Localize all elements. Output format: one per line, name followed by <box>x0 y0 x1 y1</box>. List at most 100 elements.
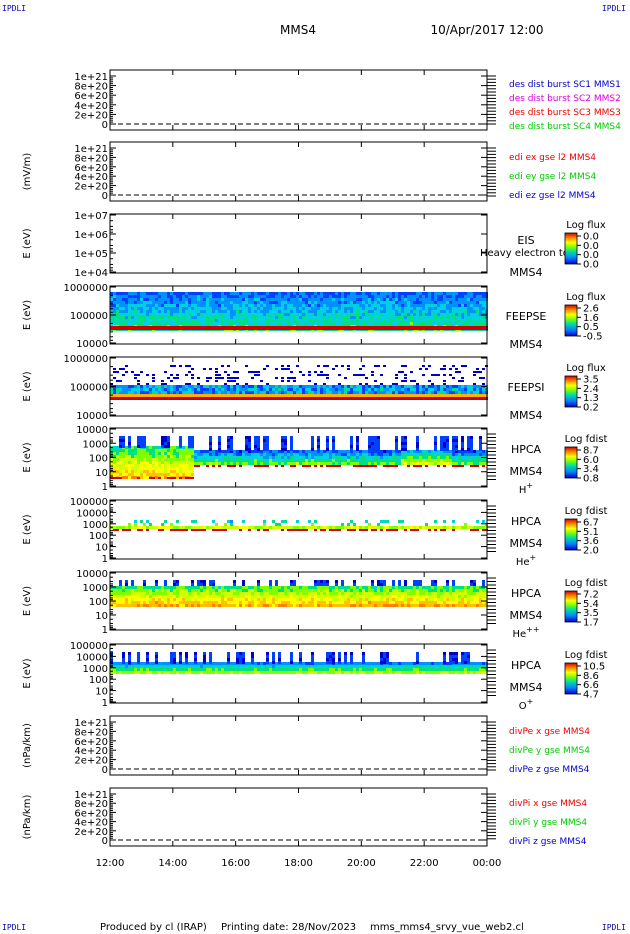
heatmap-cell <box>239 385 242 388</box>
heatmap-cell <box>164 371 167 373</box>
heatmap-cell <box>209 295 212 298</box>
heatmap-cell <box>272 307 275 310</box>
heatmap-cell <box>266 462 269 465</box>
colorbar-value: 2.0 <box>583 546 599 557</box>
heatmap-cell <box>134 391 137 394</box>
heatmap-cell <box>389 326 392 330</box>
heatmap-cell <box>377 310 380 313</box>
heatmap-cell <box>275 319 278 322</box>
heatmap-cell <box>386 526 389 529</box>
heatmap-cell <box>350 304 353 307</box>
heatmap-cell <box>233 604 236 607</box>
heatmap-cell <box>182 461 185 464</box>
heatmap-cell <box>200 604 203 607</box>
heatmap-cell <box>356 397 359 400</box>
heatmap-cell <box>134 604 137 607</box>
heatmap-cell <box>353 526 356 529</box>
heatmap-cell <box>140 601 143 604</box>
heatmap-cell <box>140 298 143 301</box>
heatmap-cell <box>278 310 281 313</box>
header-datetime: 10/Apr/2017 12:00 <box>430 23 543 37</box>
heatmap-cell <box>218 589 221 592</box>
heatmap-cell <box>173 583 176 586</box>
heatmap-cell <box>314 462 317 465</box>
heatmap-cell <box>248 592 251 595</box>
heatmap-cell <box>338 388 341 391</box>
heatmap-cell <box>404 391 407 394</box>
heatmap-cell <box>170 604 173 607</box>
heatmap-cell <box>440 388 443 391</box>
heatmap-cell <box>185 292 188 295</box>
heatmap-cell <box>128 322 131 325</box>
heatmap-cell <box>407 394 410 397</box>
heatmap-cell <box>227 465 230 467</box>
heatmap-cell <box>371 310 374 313</box>
heatmap-cell <box>170 326 173 330</box>
heatmap-cell <box>344 295 347 298</box>
heatmap-cell <box>179 313 182 316</box>
heatmap-cell <box>287 298 290 301</box>
heatmap-cell <box>110 292 113 295</box>
heatmap-cell <box>434 310 437 313</box>
heatmap-cell <box>158 604 161 607</box>
heatmap-cell <box>350 397 353 400</box>
heatmap-cell <box>152 455 155 458</box>
heatmap-cell <box>137 589 140 592</box>
heatmap-cell <box>407 459 410 462</box>
heatmap-cell <box>209 307 212 310</box>
heatmap-cell <box>377 394 380 397</box>
heatmap-cell <box>446 298 449 301</box>
heatmap-cell <box>236 459 239 462</box>
heatmap-cell <box>482 307 485 310</box>
heatmap-cell <box>461 448 464 451</box>
heatmap-cell <box>116 292 119 295</box>
heatmap-cell <box>410 385 413 388</box>
heatmap-cell <box>113 371 116 373</box>
heatmap-cell <box>383 462 386 465</box>
heatmap-cell <box>146 476 149 479</box>
heatmap-cell <box>386 391 389 394</box>
heatmap-cell <box>251 310 254 313</box>
heatmap-cell <box>161 452 164 455</box>
heatmap-cell <box>353 316 356 319</box>
heatmap-cell <box>341 313 344 316</box>
heatmap-cell <box>341 397 344 400</box>
heatmap-cell <box>332 326 335 330</box>
heatmap-cell <box>314 465 317 467</box>
heatmap-cell <box>164 394 167 397</box>
heatmap-cell <box>380 383 383 385</box>
heatmap-cell <box>260 295 263 298</box>
heatmap-cell <box>371 371 374 373</box>
heatmap-cell <box>284 448 287 451</box>
heatmap-cell <box>263 448 266 451</box>
heatmap-cell <box>188 589 191 592</box>
heatmap-cell <box>263 465 266 467</box>
heatmap-cell <box>212 462 215 465</box>
heatmap-cell <box>206 586 209 589</box>
heatmap-cell <box>353 453 356 456</box>
heatmap-cell <box>182 589 185 592</box>
heatmap-cell <box>335 310 338 313</box>
heatmap-cell <box>407 397 410 400</box>
heatmap-cell <box>149 319 152 322</box>
heatmap-cell <box>140 319 143 322</box>
heatmap-cell <box>437 307 440 310</box>
heatmap-cell <box>164 470 167 473</box>
heatmap-cell <box>122 473 125 476</box>
heatmap-cell <box>206 319 209 322</box>
heatmap-cell <box>368 385 371 388</box>
heatmap-cell <box>137 592 140 595</box>
heatmap-cell <box>446 301 449 304</box>
heatmap-cell <box>269 326 272 330</box>
heatmap-cell <box>365 292 368 295</box>
heatmap-cell <box>425 298 428 301</box>
heatmap-cell <box>143 467 146 470</box>
heatmap-cell <box>182 595 185 598</box>
heatmap-cell <box>113 368 116 370</box>
heatmap-cell <box>470 526 473 529</box>
heatmap-cell <box>218 601 221 604</box>
heatmap-cell <box>251 592 254 595</box>
heatmap-cell <box>164 304 167 307</box>
heatmap-cell <box>137 586 140 589</box>
heatmap-cell <box>458 295 461 298</box>
